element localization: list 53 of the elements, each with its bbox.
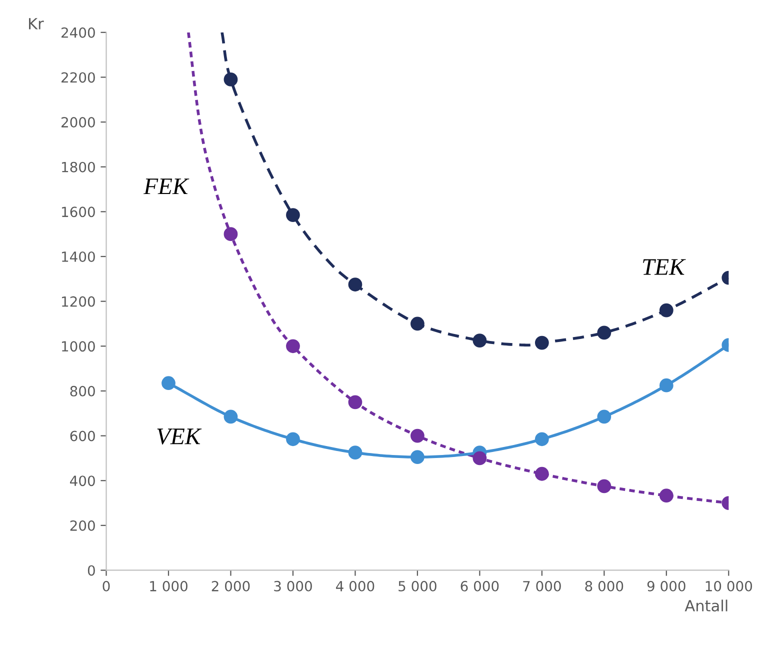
point [348,446,362,460]
series-label: FEK [143,178,190,194]
y-tick-label: 2400 [62,27,95,38]
y-tick-label: 1000 [62,341,95,352]
point [162,376,176,390]
y-tick-label: 0 [88,565,95,576]
x-tick-label: 6 000 [460,580,499,592]
y-tick-label: 200 [70,520,95,531]
series-label: VEK [157,428,202,445]
y-tick-label: 1600 [62,206,95,218]
x-tick-label: 4 000 [336,580,374,592]
point [286,339,300,354]
point [597,326,612,340]
y-tick-label: 400 [70,476,95,486]
point [410,428,424,443]
point [659,488,674,503]
point [534,466,549,481]
x-tick-label: 5 000 [398,580,436,592]
point [659,303,674,318]
point [348,278,362,292]
y-tick-label: 2200 [62,72,95,83]
y-axis-title: Kr [29,18,44,30]
point [224,72,238,86]
x-tick-label: 7 000 [523,580,561,592]
point [597,410,612,424]
point [472,451,487,466]
point [534,336,549,350]
x-axis-title: Antall [684,600,728,612]
series-label: TEK [643,259,686,275]
x-tick-label: 3 000 [274,580,312,592]
y-tick-label: 800 [70,386,95,396]
x-tick-label: 8 000 [585,580,624,592]
point [286,432,300,446]
y-tick-label: 1200 [62,296,95,307]
y-tick-label: 2000 [62,117,95,128]
point [410,316,424,331]
x-tick-label: 10 000 [706,580,752,592]
point [534,432,549,446]
point [472,334,487,348]
y-tick-label: 600 [70,430,95,442]
x-tick-label: 9 000 [647,580,686,592]
x-tick-label: 2 000 [212,580,250,592]
y-tick-label: 1400 [62,251,95,262]
y-tick-label: 1800 [62,162,95,172]
x-tick-label: 1 000 [150,580,188,592]
point [659,378,674,392]
point [224,410,238,424]
point [410,450,424,464]
point [597,479,612,494]
point [348,395,362,410]
x-tick-label: 0 [102,580,110,592]
point [286,208,300,222]
point [224,227,238,242]
